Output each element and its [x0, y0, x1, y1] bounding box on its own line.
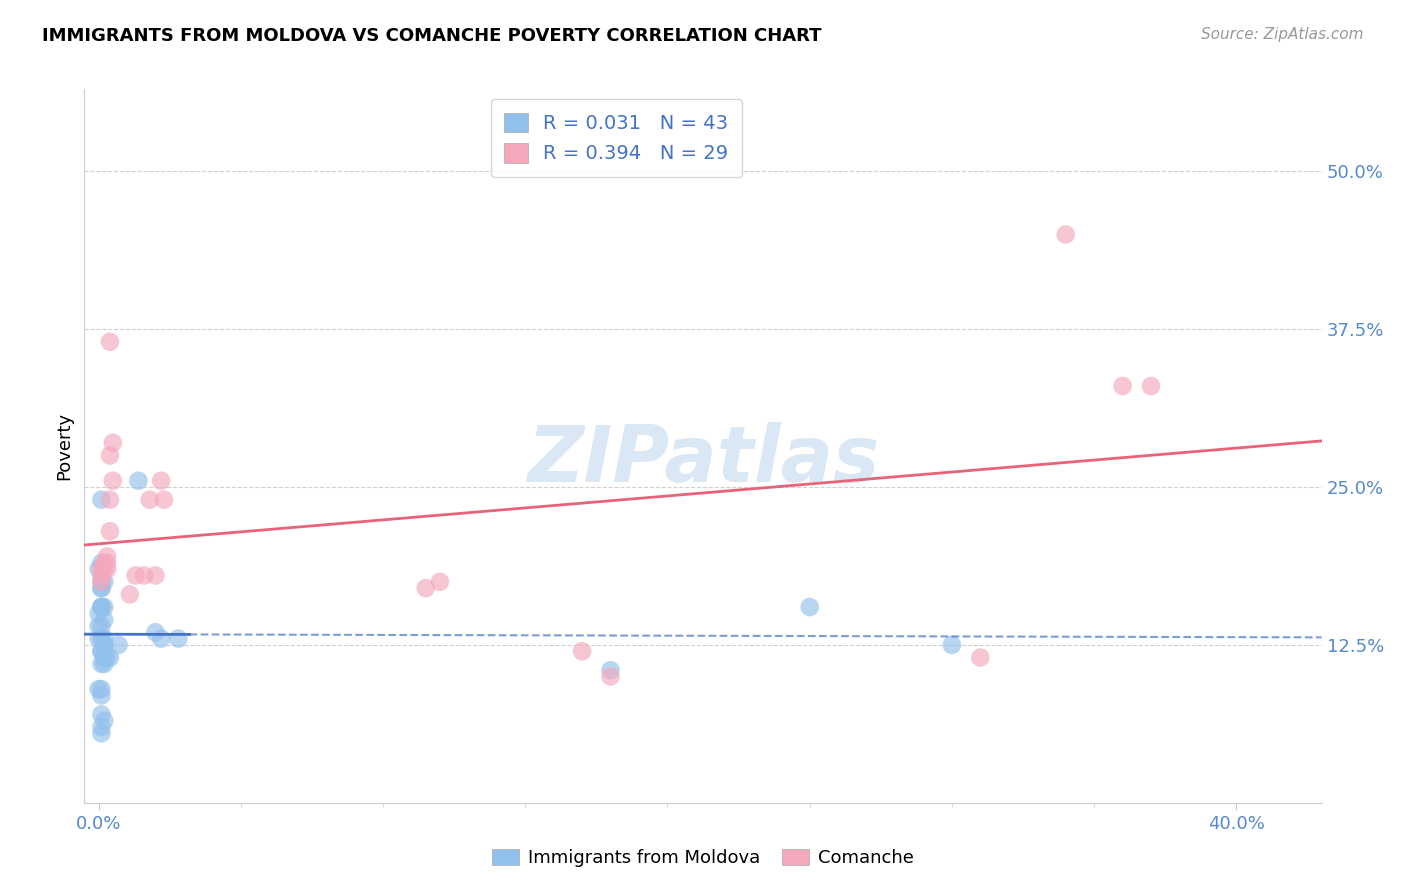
Point [153, 492, 176, 507]
Point [90, 600, 112, 615]
Point [98, 524, 121, 539]
Point [93, 556, 115, 570]
Point [1111, 379, 1133, 393]
Point [90, 726, 112, 740]
Point [93, 657, 115, 671]
Text: ZIPatlas: ZIPatlas [527, 422, 879, 499]
Point [107, 638, 129, 652]
Legend: R = 0.031   N = 43, R = 0.394   N = 29: R = 0.031 N = 43, R = 0.394 N = 29 [491, 99, 742, 177]
Point [90, 632, 112, 646]
Point [90, 720, 112, 734]
Point [90, 581, 112, 595]
Text: IMMIGRANTS FROM MOLDOVA VS COMANCHE POVERTY CORRELATION CHART: IMMIGRANTS FROM MOLDOVA VS COMANCHE POVE… [42, 27, 821, 45]
Point [1140, 379, 1163, 393]
Text: Source: ZipAtlas.com: Source: ZipAtlas.com [1201, 27, 1364, 42]
Point [124, 568, 146, 582]
Point [167, 632, 190, 646]
Point [118, 587, 141, 601]
Y-axis label: Poverty: Poverty [55, 412, 73, 480]
Point [90, 644, 112, 658]
Point [90, 600, 112, 615]
Point [87, 562, 110, 576]
Point [93, 650, 115, 665]
Point [93, 600, 115, 615]
Point [415, 581, 437, 595]
Point [799, 600, 821, 615]
Point [127, 474, 149, 488]
Point [90, 581, 112, 595]
Point [96, 556, 118, 570]
Point [87, 682, 110, 697]
Point [90, 619, 112, 633]
Point [87, 607, 110, 621]
Point [90, 682, 112, 697]
Point [90, 492, 112, 507]
Point [1054, 227, 1077, 242]
Point [98, 334, 121, 349]
Point [96, 549, 118, 564]
Point [93, 638, 115, 652]
Point [429, 574, 451, 589]
Point [98, 449, 121, 463]
Point [93, 632, 115, 646]
Point [132, 568, 155, 582]
Point [90, 657, 112, 671]
Point [98, 492, 121, 507]
Legend: Immigrants from Moldova, Comanche: Immigrants from Moldova, Comanche [485, 841, 921, 874]
Point [90, 600, 112, 615]
Point [969, 650, 991, 665]
Point [90, 689, 112, 703]
Point [93, 613, 115, 627]
Point [101, 435, 124, 450]
Point [139, 492, 162, 507]
Point [90, 562, 112, 576]
Point [101, 474, 124, 488]
Point [571, 644, 593, 658]
Point [87, 632, 110, 646]
Point [150, 632, 173, 646]
Point [90, 556, 112, 570]
Point [87, 619, 110, 633]
Point [96, 562, 118, 576]
Point [941, 638, 963, 652]
Point [90, 707, 112, 722]
Point [150, 474, 173, 488]
Point [90, 574, 112, 589]
Point [145, 568, 167, 582]
Point [93, 650, 115, 665]
Point [90, 644, 112, 658]
Point [96, 650, 118, 665]
Point [90, 574, 112, 589]
Point [93, 574, 115, 589]
Point [90, 568, 112, 582]
Point [599, 669, 621, 683]
Point [98, 650, 121, 665]
Point [145, 625, 167, 640]
Point [93, 638, 115, 652]
Point [93, 714, 115, 728]
Point [93, 562, 115, 576]
Point [599, 663, 621, 677]
